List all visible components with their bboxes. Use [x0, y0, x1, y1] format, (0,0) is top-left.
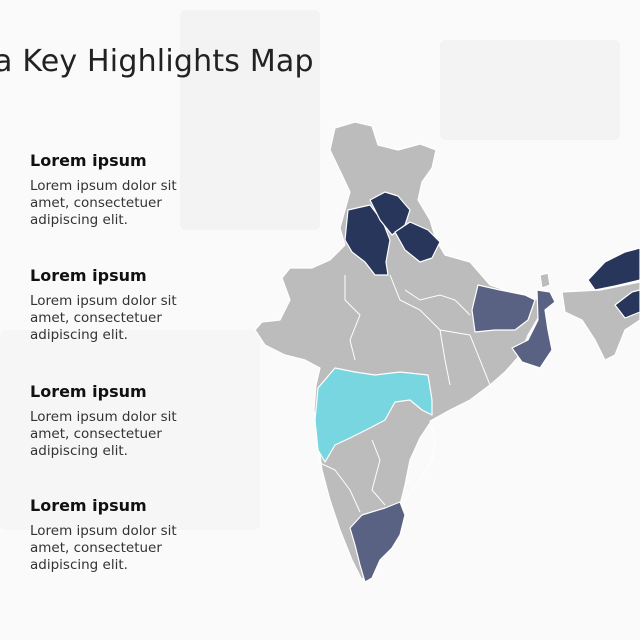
- map-region-sikkim[interactable]: [539, 272, 551, 289]
- highlight-body: Lorem ipsum dolor sit amet, consectetuer…: [30, 293, 177, 343]
- highlight-heading: Lorem ipsum: [30, 382, 147, 401]
- map-region-tamilnadu[interactable]: [349, 501, 406, 583]
- map-state-borders: [317, 274, 491, 513]
- map-region-maharashtra[interactable]: [314, 367, 433, 463]
- highlight-block-2: Lorem ipsum Lorem ipsum dolor sit amet, …: [30, 266, 220, 344]
- map-region-northeast[interactable]: [561, 281, 640, 361]
- map-region-uttarakhand[interactable]: [394, 221, 441, 263]
- highlight-block-4: Lorem ipsum Lorem ipsum dolor sit amet, …: [30, 496, 220, 574]
- map-region-bihar[interactable]: [471, 284, 536, 333]
- map-region-westbengal[interactable]: [511, 289, 556, 369]
- map-region-nagaland[interactable]: [614, 289, 640, 319]
- background-photo-laptop: [180, 10, 320, 230]
- highlight-heading: Lorem ipsum: [30, 151, 147, 170]
- highlight-heading: Lorem ipsum: [30, 496, 147, 515]
- highlight-block-1: Lorem ipsum Lorem ipsum dolor sit amet, …: [30, 151, 220, 229]
- map-region-himachal[interactable]: [369, 191, 411, 236]
- background-photo-device: [440, 40, 620, 140]
- slide-title: a Key Highlights Map: [0, 44, 314, 79]
- background-photo-desk: [0, 330, 260, 530]
- map-region-arunachal[interactable]: [587, 247, 640, 291]
- highlight-body: Lorem ipsum dolor sit amet, consectetuer…: [30, 523, 177, 573]
- highlight-heading: Lorem ipsum: [30, 266, 147, 285]
- highlight-body: Lorem ipsum dolor sit amet, consectetuer…: [30, 178, 177, 228]
- highlight-block-3: Lorem ipsum Lorem ipsum dolor sit amet, …: [30, 382, 220, 460]
- highlight-body: Lorem ipsum dolor sit amet, consectetuer…: [30, 409, 177, 459]
